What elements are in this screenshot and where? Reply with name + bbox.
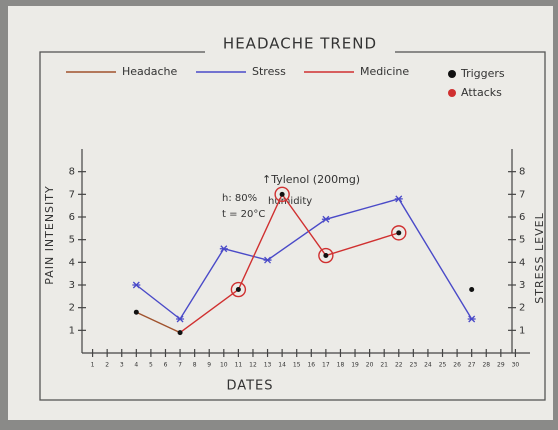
dot-marker (323, 253, 328, 258)
y2-tick-label: 4 (519, 257, 525, 268)
y-tick-label: 8 (69, 167, 75, 178)
x-tick-label: 24 (424, 362, 432, 369)
y-tick-label: 6 (69, 212, 75, 223)
x-tick-label: 19 (351, 362, 359, 369)
legend-label: Headache (122, 65, 178, 78)
dot-marker (178, 330, 183, 335)
x-tick-label: 16 (307, 362, 315, 369)
y2-tick-label: 2 (519, 303, 525, 314)
y-axis-label: PAIN INTENSITY (43, 185, 56, 284)
x-tick-label: 2 (105, 362, 109, 369)
x-tick-label: 22 (395, 362, 403, 369)
x-tick-label: 12 (249, 362, 257, 369)
dot-marker (134, 310, 139, 315)
legend-label: Stress (252, 65, 286, 78)
x-tick-label: 21 (380, 362, 388, 369)
x-tick-label: 4 (134, 362, 138, 369)
annotation: ↑Tylenol (200mg) (262, 173, 360, 186)
y-tick-label: 1 (69, 325, 75, 336)
x-tick-label: 15 (293, 362, 301, 369)
dot-marker (280, 192, 285, 197)
y-tick-label: 7 (69, 189, 75, 200)
y2-tick-label: 5 (519, 235, 525, 246)
chart-title: HEADACHE TREND (223, 35, 377, 53)
annotation: h: 80% (222, 193, 257, 204)
x-tick-label: 26 (453, 362, 461, 369)
legend-dot (448, 70, 456, 78)
x-tick-label: 25 (439, 362, 447, 369)
annotation: t = 20°C (222, 209, 265, 220)
y-tick-label: 2 (69, 303, 75, 314)
x-tick-label: 14 (278, 362, 286, 369)
legend-dot (448, 89, 456, 97)
y-tick-label: 4 (69, 257, 75, 268)
x-tick-label: 7 (178, 362, 182, 369)
x-tick-label: 8 (193, 362, 197, 369)
dot-marker (396, 230, 401, 235)
x-tick-label: 5 (149, 362, 153, 369)
x-tick-label: 9 (207, 362, 211, 369)
y2-axis-label: STRESS LEVEL (533, 212, 546, 303)
x-tick-label: 11 (235, 362, 243, 369)
x-tick-label: 30 (512, 362, 520, 369)
y-tick-label: 3 (69, 280, 75, 291)
dot-marker (469, 287, 474, 292)
legend-label: Triggers (460, 67, 505, 80)
y2-tick-label: 8 (519, 167, 525, 178)
y2-tick-label: 7 (519, 189, 525, 200)
dot-marker (236, 287, 241, 292)
chart: HEADACHE TREND DATES PAIN INTENSITY STRE… (0, 0, 558, 426)
x-tick-label: 3 (120, 362, 124, 369)
x-tick-label: 10 (220, 362, 228, 369)
legend-label: Attacks (461, 86, 502, 99)
x-tick-label: 6 (164, 362, 168, 369)
legend-label: Medicine (360, 65, 409, 78)
x-tick-label: 20 (366, 362, 374, 369)
x-tick-label: 17 (322, 362, 330, 369)
y2-tick-label: 3 (519, 280, 525, 291)
x-tick-label: 23 (410, 362, 418, 369)
x-axis-label: DATES (226, 379, 273, 394)
y-tick-label: 5 (69, 235, 75, 246)
x-tick-label: 13 (264, 362, 272, 369)
x-tick-label: 29 (497, 362, 505, 369)
x-tick-label: 1 (91, 362, 95, 369)
y2-tick-label: 1 (519, 325, 525, 336)
x-tick-label: 28 (482, 362, 490, 369)
y2-tick-label: 6 (519, 212, 525, 223)
x-tick-label: 27 (468, 362, 476, 369)
x-tick-label: 18 (337, 362, 345, 369)
